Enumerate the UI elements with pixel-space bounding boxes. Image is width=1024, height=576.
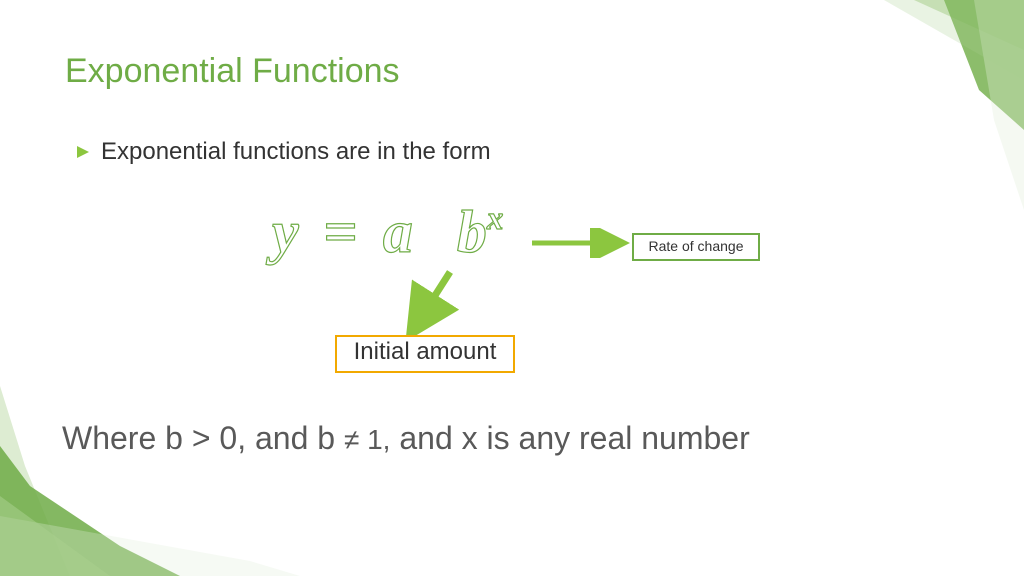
bullet-arrow-icon: [75, 144, 91, 160]
formula-b: b: [457, 199, 487, 265]
bullet-text: Exponential functions are in the form: [101, 138, 491, 166]
rate-of-change-label: Rate of change: [632, 233, 760, 261]
formula-a: a: [383, 199, 413, 265]
formula-x: x: [487, 201, 504, 237]
formula: y = a bx: [272, 198, 503, 267]
decor-top-right: [794, 0, 1024, 210]
condition-neq: ≠ 1,: [344, 424, 391, 455]
condition-suffix: and x is any real number: [390, 420, 749, 456]
condition-text: Where b > 0, and b ≠ 1, and x is any rea…: [62, 420, 750, 457]
arrow-rate-icon: [530, 228, 630, 258]
page-title: Exponential Functions: [65, 52, 400, 91]
slide: Exponential Functions Exponential functi…: [0, 0, 1024, 576]
formula-equals: =: [324, 199, 358, 265]
decor-bottom-left: [0, 346, 300, 576]
bullet-line: Exponential functions are in the form: [75, 138, 491, 166]
condition-prefix: Where b > 0, and b: [62, 420, 344, 456]
formula-y: y: [272, 199, 299, 265]
arrow-initial-icon: [395, 268, 465, 343]
initial-amount-label: Initial amount: [335, 335, 515, 373]
